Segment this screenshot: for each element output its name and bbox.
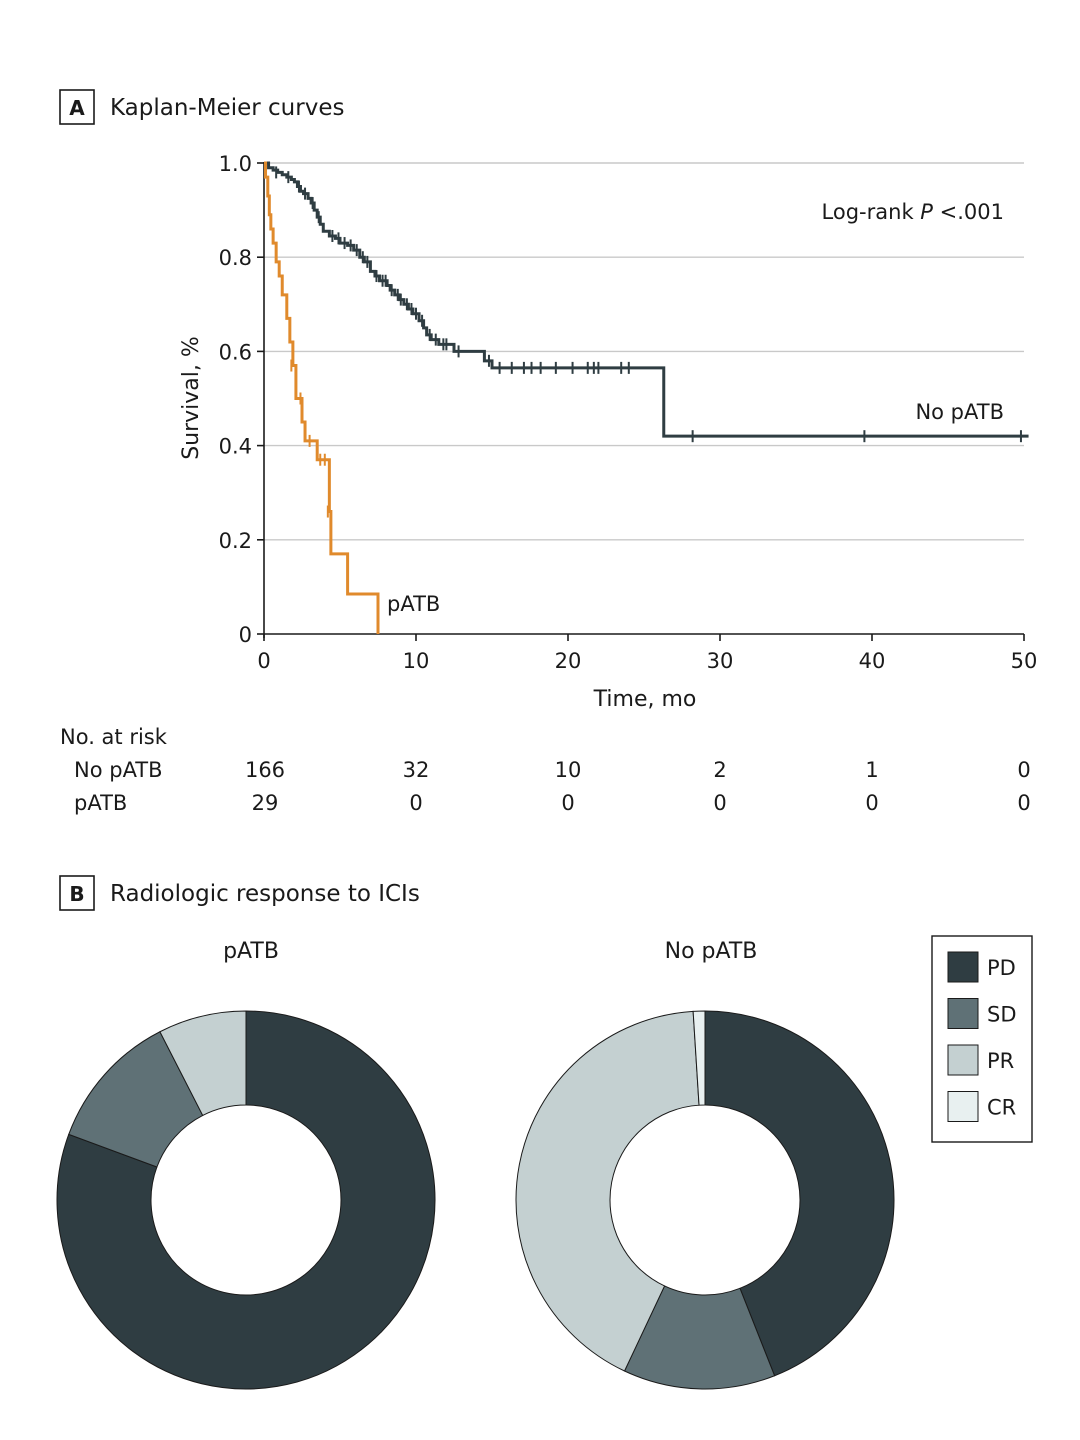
series-label-patb: pATB	[387, 592, 440, 616]
x-axis-label: Time, mo	[593, 687, 697, 712]
km-curve-patb	[264, 161, 380, 634]
legend-swatch	[947, 951, 979, 983]
donut-slice-pd	[704, 1010, 895, 1377]
risk-value: 0	[865, 791, 878, 815]
series-no-patb	[264, 161, 1029, 443]
km-gridlines	[264, 162, 1024, 541]
risk-value: 10	[555, 758, 582, 782]
legend: PD SD PR CR	[931, 935, 1033, 1143]
y-tick-label: 0.8	[219, 246, 252, 270]
x-axis-ticks: 0 10 20 30 40 50	[257, 634, 1037, 673]
series-patb	[264, 161, 380, 634]
legend-swatch	[947, 1091, 979, 1122]
legend-item-pd: PD	[947, 951, 1016, 983]
donut-slice-cr	[692, 1010, 706, 1106]
donut-slice-pr	[515, 1010, 700, 1372]
legend-label: SD	[987, 1003, 1017, 1027]
panel-a-header: A Kaplan-Meier curves	[59, 89, 344, 125]
y-tick-label: 0.4	[219, 435, 252, 459]
donut-title-patb: pATB	[223, 939, 279, 964]
y-tick-label: 0	[239, 623, 252, 647]
legend-items: PD SD PR CR	[947, 951, 1017, 1122]
km-axes	[263, 162, 1024, 638]
legend-item-pr: PR	[947, 1044, 1014, 1076]
risk-value: 32	[403, 758, 430, 782]
y-tick-label: 1.0	[219, 152, 252, 176]
risk-value: 0	[409, 791, 422, 815]
panel-b-header: B Radiologic response to ICIs	[59, 875, 420, 911]
kaplan-meier-plot: 0 0.2 0.4 0.6 0.8 1.0 0 10 20 30 40 50 Time, mo Su…	[179, 152, 1037, 712]
panel-b-letter: B	[69, 882, 84, 906]
y-axis-label: Survival, %	[179, 336, 204, 460]
risk-value: 166	[245, 758, 285, 782]
legend-item-cr: CR	[947, 1091, 1016, 1122]
y-axis-ticks: 0 0.2 0.4 0.6 0.8 1.0	[219, 152, 264, 647]
risk-table-values: 166 32 10 2 1 029 0 0 0 0 0	[245, 758, 1031, 815]
x-tick-label: 30	[707, 649, 734, 673]
risk-value: 0	[1017, 758, 1030, 782]
x-tick-label: 20	[555, 649, 582, 673]
risk-value: 29	[252, 791, 279, 815]
legend-swatch	[947, 1044, 979, 1076]
donut-slice-pd	[56, 1010, 436, 1390]
x-tick-label: 40	[859, 649, 886, 673]
panel-a-letter: A	[69, 96, 85, 120]
risk-value: 0	[1017, 791, 1030, 815]
panel-b-title: Radiologic response to ICIs	[110, 881, 420, 907]
donut-chart-patb	[56, 1010, 436, 1390]
risk-row-label-patb: pATB	[74, 791, 127, 815]
panel-b-letter-box	[59, 875, 95, 911]
legend-label: CR	[987, 1096, 1016, 1120]
legend-swatch	[947, 998, 979, 1029]
risk-value: 2	[713, 758, 726, 782]
panel-a-letter-box	[59, 89, 95, 125]
risk-value: 0	[561, 791, 574, 815]
risk-table-header: No. at risk	[60, 725, 168, 749]
series-label-no-patb: No pATB	[915, 400, 1004, 424]
x-tick-label: 0	[257, 649, 270, 673]
legend-item-sd: SD	[947, 998, 1017, 1029]
x-tick-label: 50	[1011, 649, 1038, 673]
risk-value: 0	[713, 791, 726, 815]
donut-title-no-patb: No pATB	[665, 939, 758, 964]
donut-chart-no-patb	[515, 1010, 895, 1390]
km-series-group	[264, 161, 1029, 634]
donut-slice-pr	[159, 1010, 247, 1117]
panel-a-title: Kaplan-Meier curves	[110, 95, 344, 121]
legend-label: PD	[987, 956, 1016, 980]
risk-row-label-no-patb: No pATB	[74, 758, 163, 782]
risk-table: No. at risk No pATB pATB 166 32 10 2 1 029 0 0 0…	[60, 725, 1031, 815]
y-tick-label: 0.6	[219, 340, 252, 364]
legend-frame	[931, 935, 1033, 1143]
log-rank-annotation: Log-rank P <.001	[822, 200, 1004, 224]
legend-label: PR	[987, 1049, 1014, 1073]
y-tick-label: 0.2	[219, 529, 252, 553]
risk-value: 1	[865, 758, 878, 782]
x-tick-label: 10	[403, 649, 430, 673]
